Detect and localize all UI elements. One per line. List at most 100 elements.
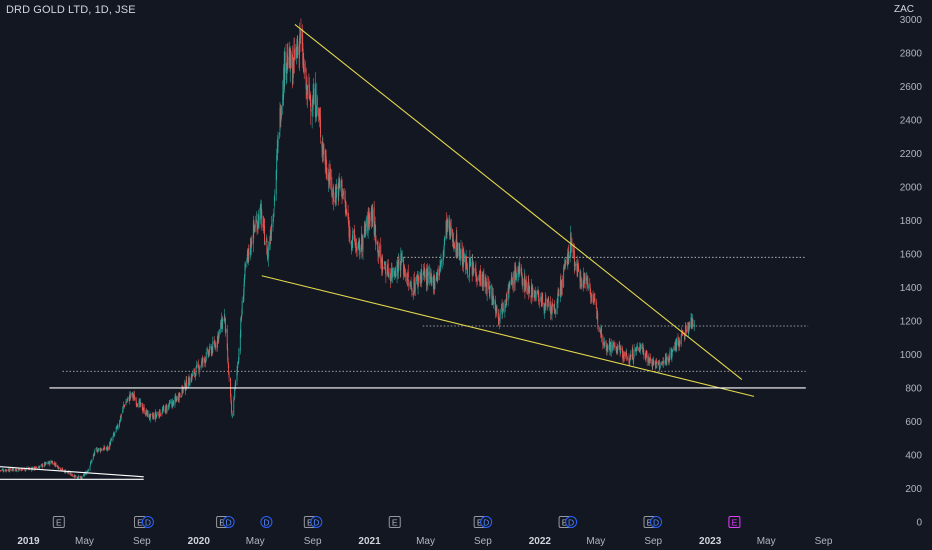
candle-body (462, 264, 464, 267)
candle-body (411, 288, 413, 296)
candle-body (322, 143, 324, 154)
candle-body (246, 260, 248, 262)
candle-body (354, 228, 356, 242)
candle-body (617, 344, 619, 351)
candle-body (393, 273, 395, 275)
candle-body (540, 296, 542, 302)
candle-body (354, 240, 356, 246)
candle-body (364, 223, 366, 229)
candle-body (211, 348, 213, 356)
candle-body (619, 346, 621, 353)
candle-body (5, 469, 7, 472)
candle-body (21, 468, 23, 470)
candle-body (238, 348, 240, 360)
candle-body (459, 256, 461, 259)
candle-body (6, 469, 7, 471)
candle-body (210, 347, 212, 355)
candle-body (48, 461, 50, 464)
candle-body (135, 400, 137, 405)
candle-body (460, 255, 461, 259)
candle-body (653, 361, 655, 364)
candle-body (550, 306, 552, 315)
candle-body (670, 348, 672, 359)
candle-body (498, 321, 500, 325)
candle-body (65, 472, 67, 474)
candle-body (473, 269, 475, 271)
candle-body (512, 281, 514, 288)
candle-body (511, 276, 513, 284)
candle-body (119, 416, 121, 422)
candle-body (436, 278, 438, 281)
candle-body (19, 469, 21, 471)
candle-body (188, 377, 190, 384)
candle-body (656, 361, 658, 364)
candle-body (432, 277, 434, 283)
candle-body (194, 369, 196, 375)
time-axis[interactable]: 2019 May Sep 2020 May Sep 2021 May Sep 2022 May Sep… (17, 536, 833, 547)
price-axis[interactable]: 0 200 400 600 800 1000 1200 1400 1600 1800 2000 220… (900, 15, 923, 529)
candle-body (322, 147, 324, 151)
candle-body (534, 291, 536, 298)
candle-body (560, 280, 562, 292)
candle-body (35, 466, 37, 468)
candle-body (658, 362, 660, 364)
candle-body (24, 467, 26, 471)
candle-body (493, 298, 495, 304)
candle-body (316, 97, 318, 106)
candle-body (55, 463, 57, 467)
candle-body (334, 200, 336, 203)
candle-body (83, 474, 84, 476)
candle-body (614, 346, 615, 348)
candle-body (235, 380, 237, 386)
candle-body (420, 271, 422, 280)
candle-body (328, 174, 329, 181)
earnings-marker-label: E (732, 517, 738, 527)
candle-body (233, 398, 235, 400)
candle-body (348, 221, 349, 225)
candle-body (87, 471, 89, 472)
candle-body (192, 373, 194, 377)
trendlines[interactable] (0, 23, 806, 480)
candle-body (357, 243, 359, 249)
descending-trendline (294, 23, 743, 381)
symbol-title[interactable]: DRD GOLD LTD, 1D, JSE (6, 4, 136, 16)
candle-body (569, 251, 571, 258)
candle-body (197, 363, 199, 367)
candle-body (489, 286, 491, 288)
candle-body (567, 249, 569, 262)
candle-body (465, 255, 467, 270)
candle-body (296, 49, 298, 54)
candle-body (125, 402, 127, 406)
candle-body (223, 314, 225, 322)
candle-body (89, 465, 91, 470)
candle-body (475, 269, 476, 272)
candle-body (115, 427, 117, 433)
candle-body (397, 264, 399, 274)
candle-body (326, 172, 328, 181)
candle-body (466, 268, 468, 270)
candle-body (497, 312, 499, 319)
candle-body (182, 388, 184, 392)
candle-body (509, 282, 510, 287)
candle-body (349, 229, 351, 239)
time-tick-label: 2022 (529, 536, 552, 547)
candle-body (672, 349, 674, 351)
candle-body (277, 136, 279, 147)
candle-body (563, 267, 565, 288)
candle-body (403, 268, 405, 272)
candle-body (77, 475, 79, 479)
candle-body (162, 409, 164, 411)
candle-body (433, 275, 435, 288)
candle-body (568, 255, 570, 261)
candle-body (456, 233, 458, 255)
candle-body (566, 261, 568, 262)
candle-body (11, 470, 13, 471)
candle-body (416, 275, 418, 277)
candle-body (109, 442, 111, 446)
candle-body (286, 54, 288, 68)
candle-body (57, 466, 59, 469)
candle-body (408, 280, 410, 286)
candle-body (453, 245, 455, 248)
